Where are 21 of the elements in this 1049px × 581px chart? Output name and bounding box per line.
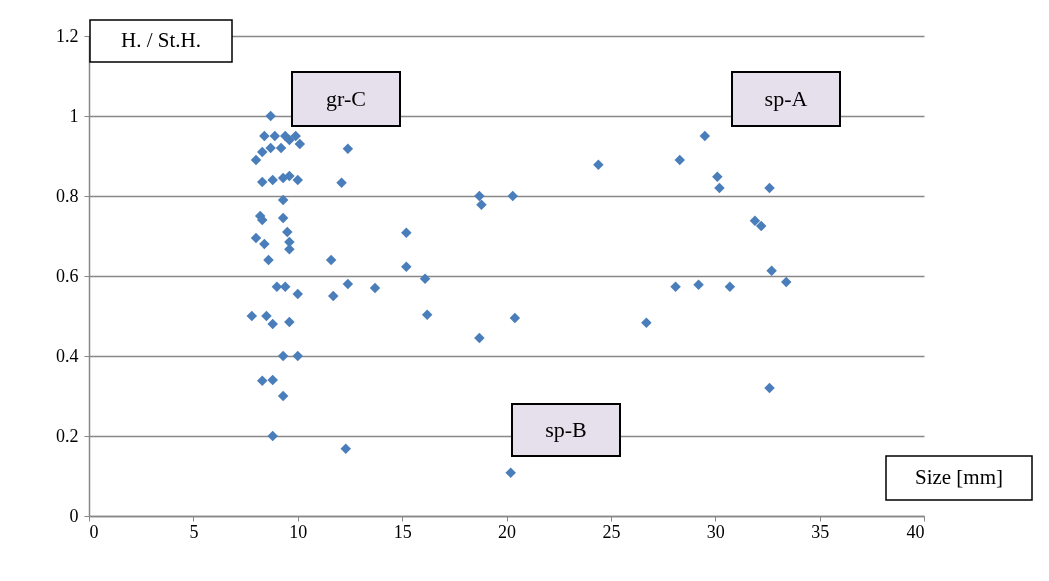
annotation: sp-B: [545, 417, 587, 442]
y-tick-label: 0.2: [56, 425, 79, 446]
y-tick-label: 1: [69, 105, 79, 126]
annotation: sp-A: [764, 86, 808, 111]
x-tick-label: 40: [906, 521, 925, 542]
y-tick-label: 1.2: [56, 25, 79, 46]
y-tick-label: 0.8: [56, 185, 79, 206]
x-tick-label: 0: [89, 521, 99, 542]
y-tick-label: 0: [69, 505, 79, 526]
x-tick-label: 25: [602, 521, 621, 542]
x-tick-label: 30: [706, 521, 725, 542]
x-tick-label: 35: [811, 521, 830, 542]
x-tick-label: 10: [289, 521, 308, 542]
x-axis-title: Size [mm]: [914, 465, 1004, 489]
y-tick-label: 0.6: [56, 265, 79, 286]
y-axis-title: H. / St.H.: [121, 28, 201, 52]
y-tick-label: 0.4: [56, 345, 79, 366]
x-tick-label: 15: [393, 521, 412, 542]
x-tick-label: 5: [189, 521, 199, 542]
annotation: gr-C: [326, 86, 366, 111]
x-tick-label: 20: [498, 521, 516, 542]
